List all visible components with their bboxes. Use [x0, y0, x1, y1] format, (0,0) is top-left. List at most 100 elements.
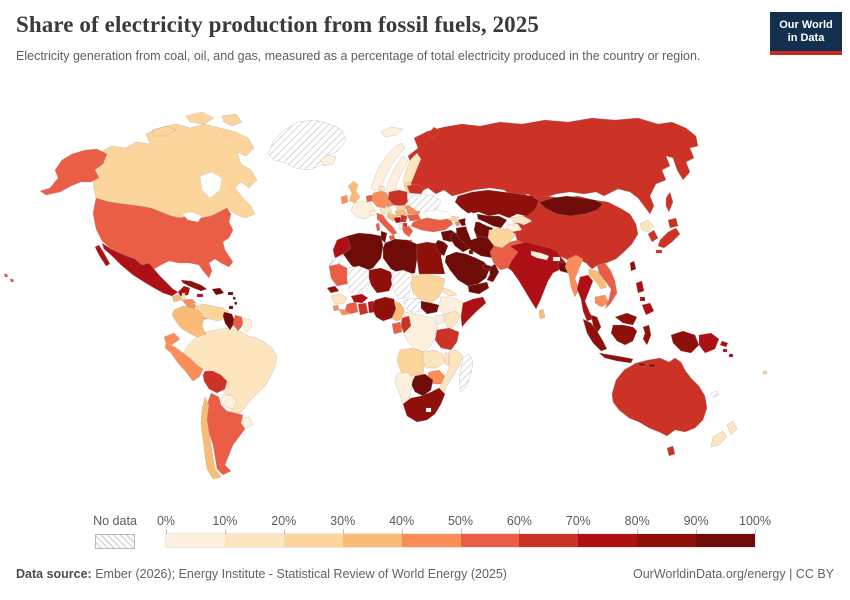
- country-kyrgyzstan[interactable]: Kyrgyzstan — 10-20%: [510, 215, 532, 225]
- owid-logo[interactable]: Our World in Data: [770, 12, 842, 55]
- legend-bin[interactable]: [578, 534, 638, 547]
- country-belize[interactable]: Belize — 10-20%: [181, 292, 186, 300]
- country-bolivia[interactable]: Bolivia — 60-70%: [202, 370, 228, 394]
- country-kenya[interactable]: Kenya — 10-20%: [444, 310, 462, 331]
- country-ireland[interactable]: Ireland — 40-50%: [340, 194, 349, 205]
- country-solomon-islands[interactable]: Solomon Islands — 70-80%: [722, 348, 734, 358]
- footer-link[interactable]: OurWorldinData.org/energy | CC BY: [632, 567, 834, 581]
- country-zambia[interactable]: Zambia — 10-20%: [422, 349, 446, 369]
- country-peru[interactable]: Peru — 40-50%: [164, 342, 204, 382]
- country-denmark[interactable]: Denmark — 10-20%: [378, 185, 386, 193]
- country-slovakia[interactable]: Slovakia — 20-30%: [395, 204, 407, 211]
- country-svalbard[interactable]: Svalbard — 0-10%: [380, 126, 404, 138]
- country-yemen[interactable]: Yemen — 90-100%: [467, 281, 490, 295]
- country-laos[interactable]: Laos — 30-40%: [588, 268, 608, 290]
- country-burkina-faso[interactable]: Burkina Faso — 70-80%: [350, 293, 369, 304]
- country-gabon[interactable]: Gabon — 50-60%: [391, 321, 403, 335]
- country-greenland[interactable]: Greenland — No data: [267, 119, 347, 171]
- legend-bin[interactable]: [637, 534, 697, 547]
- country-lesser-antilles[interactable]: Lesser Antilles — 90-100%: [232, 296, 238, 305]
- legend-bin[interactable]: [342, 534, 402, 547]
- country-guinea[interactable]: Guinea — 10-20%: [330, 293, 348, 305]
- country-bhutan[interactable]: Bhutan — 0-10%: [552, 256, 561, 262]
- country-bulgaria[interactable]: Bulgaria — 50-60%: [406, 213, 422, 222]
- legend-bin[interactable]: [519, 534, 579, 547]
- country-united-kingdom[interactable]: United Kingdom — 30-40%: [347, 180, 361, 204]
- country-mongolia[interactable]: Mongolia — 90-100%: [538, 195, 604, 217]
- country-suriname[interactable]: Suriname — 50-60%: [232, 314, 244, 332]
- country-france[interactable]: France — 0-10%: [350, 200, 375, 220]
- country-australia[interactable]: Australia — 60-70%: [611, 357, 708, 457]
- country-honduras[interactable]: Honduras — 40-50%: [181, 298, 197, 306]
- country-ecuador[interactable]: Ecuador — 40-50%: [163, 332, 181, 346]
- country-ghana[interactable]: Ghana — 60-70%: [357, 302, 369, 316]
- country-nepal[interactable]: Nepal — 0-10%: [530, 250, 550, 261]
- country-russia[interactable]: Russia — 60-70%: [405, 117, 699, 215]
- country-chile[interactable]: Chile — 30-40%: [200, 396, 222, 480]
- country-trinidad[interactable]: Trinidad and Tobago — 90-100%: [228, 305, 234, 310]
- legend-bin[interactable]: [460, 534, 520, 547]
- country-india[interactable]: India — 70-80%: [507, 241, 567, 310]
- country-levant[interactable]: Israel, Jordan & Lebanon — 90-100%: [434, 239, 449, 257]
- country-uruguay[interactable]: Uruguay — 0-10%: [240, 416, 254, 430]
- legend-bin[interactable]: [401, 534, 461, 547]
- country-cote-divoire[interactable]: Cote d'Ivoire — 50-60%: [344, 301, 359, 315]
- country-serbia[interactable]: Serbia — 60-70%: [399, 214, 408, 223]
- legend-bin[interactable]: [166, 534, 225, 547]
- country-thailand[interactable]: Thailand — 70-80%: [576, 274, 594, 322]
- country-new-zealand[interactable]: New Zealand — 10-20%: [710, 420, 738, 448]
- country-fiji[interactable]: Fiji — 20-30%: [762, 370, 768, 375]
- country-uzbekistan[interactable]: Uzbekistan — 90-100%: [476, 213, 508, 229]
- country-algeria[interactable]: Algeria — 90-100%: [342, 232, 384, 274]
- country-united-states[interactable]: United States — 50-60%: [3, 148, 234, 283]
- country-mali[interactable]: Mali — No data: [346, 265, 372, 296]
- country-paraguay[interactable]: Paraguay — 0-10%: [220, 394, 238, 410]
- country-senegal[interactable]: Senegal — 80-90%: [326, 285, 340, 294]
- country-saudi-arabia[interactable]: Saudi Arabia — 90-100%: [444, 251, 491, 287]
- country-poland[interactable]: Poland — 60-70%: [387, 189, 410, 207]
- country-belarus[interactable]: Belarus — 60-70%: [406, 183, 426, 195]
- country-tanzania[interactable]: Tanzania — 60-70%: [434, 327, 460, 351]
- country-vietnam[interactable]: Vietnam — 50-60%: [596, 262, 618, 310]
- country-uae[interactable]: United Arab Emirates — 90-100%: [482, 263, 492, 272]
- country-papua-new-guinea[interactable]: Papua New Guinea — 70-80%: [698, 332, 729, 354]
- country-madagascar[interactable]: Madagascar — No data: [458, 353, 474, 393]
- country-south-africa[interactable]: South Africa — 80-90%: [402, 387, 446, 423]
- no-data-swatch[interactable]: [95, 534, 135, 549]
- country-mozambique[interactable]: Mozambique — 10-20%: [438, 349, 464, 395]
- country-hispaniola[interactable]: Haiti & Dominican Republic — 90-100%: [211, 287, 225, 296]
- country-cuba[interactable]: Cuba — 80-90%: [180, 279, 208, 292]
- country-liberia[interactable]: Liberia — 40-50%: [338, 308, 350, 316]
- country-ukraine[interactable]: Ukraine — No data: [406, 192, 442, 214]
- country-armenia[interactable]: Armenia — 40-50%: [454, 220, 461, 227]
- legend-bin[interactable]: [283, 534, 343, 547]
- country-argentina[interactable]: Argentina — 50-60%: [206, 392, 246, 476]
- country-sri-lanka[interactable]: Sri Lanka — 30-40%: [538, 308, 546, 320]
- country-indonesia[interactable]: Indonesia — 80-90%: [582, 318, 700, 368]
- country-libya[interactable]: Libya — 90-100%: [382, 238, 418, 276]
- country-angola[interactable]: Angola — 20-30%: [396, 347, 426, 377]
- country-south-sudan[interactable]: South Sudan — 90-100%: [420, 300, 440, 315]
- country-guatemala[interactable]: Guatemala — 30-40%: [171, 294, 183, 303]
- country-malawi[interactable]: Malawi — 10-20%: [444, 351, 450, 367]
- country-iceland[interactable]: Iceland — 0-10%: [320, 154, 337, 167]
- country-puerto-rico[interactable]: Puerto Rico — 90-100%: [227, 291, 234, 296]
- legend-bin[interactable]: [696, 534, 756, 547]
- country-congo[interactable]: Congo — 60-70%: [400, 315, 412, 334]
- country-eritrea[interactable]: Eritrea — 10-20%: [442, 287, 458, 297]
- country-south-korea[interactable]: South Korea — 60-70%: [647, 229, 659, 243]
- country-north-korea[interactable]: North Korea — 10-20%: [639, 219, 655, 233]
- country-sierra-leone[interactable]: Sierra Leone — 40-50%: [332, 304, 340, 312]
- country-canada[interactable]: Canada — 20-30%: [92, 111, 258, 219]
- country-austria[interactable]: Austria — 10-20%: [379, 206, 393, 215]
- country-niger[interactable]: Niger — 80-90%: [368, 267, 394, 294]
- country-tajikistan[interactable]: Tajikistan — 0-10%: [505, 223, 523, 233]
- legend-bin[interactable]: [224, 534, 284, 547]
- country-malaysia[interactable]: Malaysia — 80-90%: [590, 312, 638, 334]
- country-kazakhstan[interactable]: Kazakhstan — 80-90%: [454, 189, 540, 219]
- country-uganda[interactable]: Uganda — 0-10%: [434, 314, 446, 325]
- country-somalia[interactable]: Somalia — 70-80%: [460, 296, 487, 328]
- country-sudan[interactable]: Sudan — 20-30%: [410, 273, 446, 304]
- country-chad[interactable]: Chad — No data: [390, 269, 414, 300]
